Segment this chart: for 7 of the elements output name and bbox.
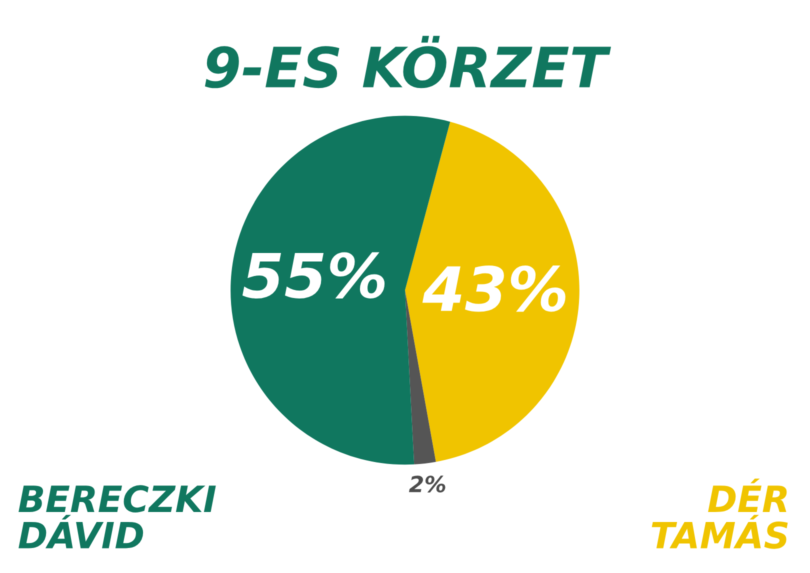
slice-label: DÉR TAMÁS (652, 478, 788, 549)
slice-label: BERECZKI DÁVID (18, 485, 216, 548)
pie-slice (405, 122, 580, 462)
data-label: 2% (408, 476, 446, 492)
chart-title: 9-ES KÖRZET (204, 36, 611, 88)
data-label: 55% (242, 252, 385, 298)
data-label: 43% (422, 266, 566, 312)
